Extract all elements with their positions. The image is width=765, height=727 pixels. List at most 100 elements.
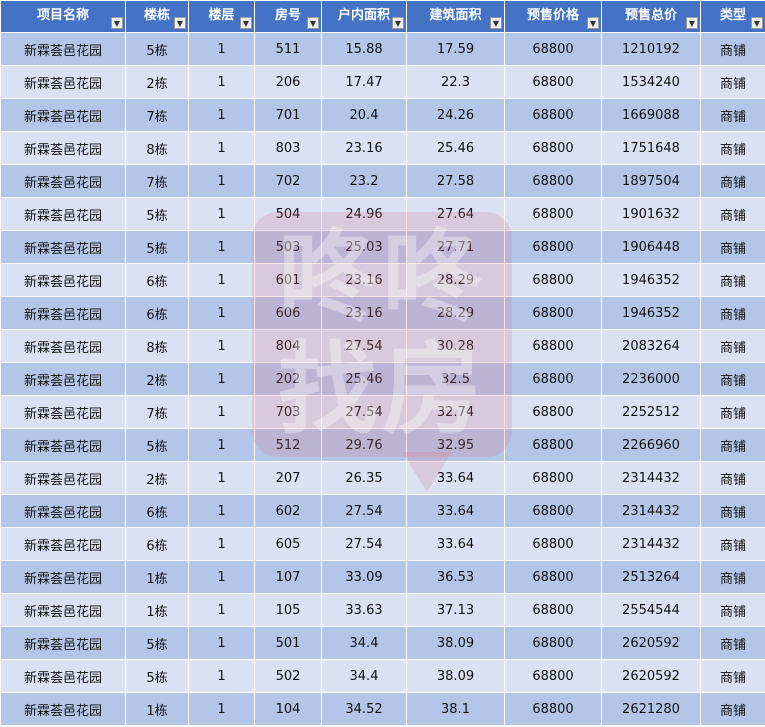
cell-type[interactable]: 商铺 bbox=[700, 494, 765, 528]
cell-project-name[interactable]: 新霖荟邑花园 bbox=[0, 527, 126, 561]
cell-presale-total[interactable]: 2314432 bbox=[601, 527, 701, 561]
cell-presale-price[interactable]: 68800 bbox=[504, 296, 602, 330]
cell-type[interactable]: 商铺 bbox=[700, 131, 765, 165]
cell-building[interactable]: 1栋 bbox=[125, 560, 189, 594]
cell-interior-area[interactable]: 15.88 bbox=[321, 32, 407, 66]
cell-floor[interactable]: 1 bbox=[188, 197, 255, 231]
cell-presale-total[interactable]: 2314432 bbox=[601, 494, 701, 528]
cell-presale-price[interactable]: 68800 bbox=[504, 65, 602, 99]
cell-interior-area[interactable]: 34.52 bbox=[321, 692, 407, 726]
cell-presale-price[interactable]: 68800 bbox=[504, 131, 602, 165]
cell-room-number[interactable]: 206 bbox=[254, 65, 322, 99]
cell-interior-area[interactable]: 25.03 bbox=[321, 230, 407, 264]
cell-room-number[interactable]: 512 bbox=[254, 428, 322, 462]
cell-presale-total[interactable]: 1946352 bbox=[601, 296, 701, 330]
cell-building[interactable]: 2栋 bbox=[125, 362, 189, 396]
cell-room-number[interactable]: 202 bbox=[254, 362, 322, 396]
cell-presale-total[interactable]: 1669088 bbox=[601, 98, 701, 132]
cell-room-number[interactable]: 107 bbox=[254, 560, 322, 594]
cell-floor[interactable]: 1 bbox=[188, 593, 255, 627]
cell-room-number[interactable]: 702 bbox=[254, 164, 322, 198]
cell-room-number[interactable]: 605 bbox=[254, 527, 322, 561]
cell-building[interactable]: 7栋 bbox=[125, 395, 189, 429]
cell-interior-area[interactable]: 25.46 bbox=[321, 362, 407, 396]
cell-type[interactable]: 商铺 bbox=[700, 560, 765, 594]
cell-building-area[interactable]: 25.46 bbox=[406, 131, 505, 165]
cell-floor[interactable]: 1 bbox=[188, 164, 255, 198]
cell-interior-area[interactable]: 23.2 bbox=[321, 164, 407, 198]
cell-project-name[interactable]: 新霖荟邑花园 bbox=[0, 329, 126, 363]
cell-presale-total[interactable]: 1210192 bbox=[601, 32, 701, 66]
cell-floor[interactable]: 1 bbox=[188, 428, 255, 462]
cell-project-name[interactable]: 新霖荟邑花园 bbox=[0, 593, 126, 627]
cell-building[interactable]: 6栋 bbox=[125, 494, 189, 528]
cell-presale-price[interactable]: 68800 bbox=[504, 395, 602, 429]
cell-interior-area[interactable]: 23.16 bbox=[321, 131, 407, 165]
cell-interior-area[interactable]: 34.4 bbox=[321, 659, 407, 693]
cell-project-name[interactable]: 新霖荟邑花园 bbox=[0, 263, 126, 297]
cell-building-area[interactable]: 32.95 bbox=[406, 428, 505, 462]
cell-room-number[interactable]: 503 bbox=[254, 230, 322, 264]
cell-room-number[interactable]: 501 bbox=[254, 626, 322, 660]
cell-project-name[interactable]: 新霖荟邑花园 bbox=[0, 494, 126, 528]
cell-presale-total[interactable]: 2083264 bbox=[601, 329, 701, 363]
cell-project-name[interactable]: 新霖荟邑花园 bbox=[0, 197, 126, 231]
cell-room-number[interactable]: 602 bbox=[254, 494, 322, 528]
cell-room-number[interactable]: 804 bbox=[254, 329, 322, 363]
cell-project-name[interactable]: 新霖荟邑花园 bbox=[0, 560, 126, 594]
cell-presale-price[interactable]: 68800 bbox=[504, 32, 602, 66]
cell-building[interactable]: 5栋 bbox=[125, 626, 189, 660]
cell-building-area[interactable]: 22.3 bbox=[406, 65, 505, 99]
cell-presale-price[interactable]: 68800 bbox=[504, 659, 602, 693]
cell-building[interactable]: 2栋 bbox=[125, 461, 189, 495]
cell-type[interactable]: 商铺 bbox=[700, 65, 765, 99]
cell-presale-total[interactable]: 1901632 bbox=[601, 197, 701, 231]
cell-presale-price[interactable]: 68800 bbox=[504, 626, 602, 660]
filter-dropdown-icon[interactable]: ▼ bbox=[111, 17, 123, 29]
cell-type[interactable]: 商铺 bbox=[700, 98, 765, 132]
cell-building-area[interactable]: 33.64 bbox=[406, 494, 505, 528]
cell-floor[interactable]: 1 bbox=[188, 98, 255, 132]
cell-building-area[interactable]: 38.09 bbox=[406, 659, 505, 693]
cell-presale-price[interactable]: 68800 bbox=[504, 362, 602, 396]
cell-building[interactable]: 1栋 bbox=[125, 692, 189, 726]
cell-presale-price[interactable]: 68800 bbox=[504, 428, 602, 462]
cell-project-name[interactable]: 新霖荟邑花园 bbox=[0, 230, 126, 264]
cell-building[interactable]: 1栋 bbox=[125, 593, 189, 627]
cell-project-name[interactable]: 新霖荟邑花园 bbox=[0, 659, 126, 693]
cell-presale-price[interactable]: 68800 bbox=[504, 494, 602, 528]
cell-floor[interactable]: 1 bbox=[188, 461, 255, 495]
cell-type[interactable]: 商铺 bbox=[700, 428, 765, 462]
filter-dropdown-icon[interactable]: ▼ bbox=[240, 17, 252, 29]
cell-building[interactable]: 2栋 bbox=[125, 65, 189, 99]
cell-project-name[interactable]: 新霖荟邑花园 bbox=[0, 32, 126, 66]
cell-floor[interactable]: 1 bbox=[188, 362, 255, 396]
cell-interior-area[interactable]: 33.09 bbox=[321, 560, 407, 594]
cell-building[interactable]: 5栋 bbox=[125, 428, 189, 462]
cell-interior-area[interactable]: 33.63 bbox=[321, 593, 407, 627]
cell-type[interactable]: 商铺 bbox=[700, 527, 765, 561]
cell-building[interactable]: 5栋 bbox=[125, 197, 189, 231]
cell-type[interactable]: 商铺 bbox=[700, 593, 765, 627]
cell-project-name[interactable]: 新霖荟邑花园 bbox=[0, 428, 126, 462]
cell-room-number[interactable]: 606 bbox=[254, 296, 322, 330]
filter-dropdown-icon[interactable]: ▼ bbox=[174, 17, 186, 29]
cell-presale-total[interactable]: 2314432 bbox=[601, 461, 701, 495]
cell-building-area[interactable]: 27.64 bbox=[406, 197, 505, 231]
cell-presale-total[interactable]: 1906448 bbox=[601, 230, 701, 264]
cell-presale-price[interactable]: 68800 bbox=[504, 98, 602, 132]
cell-interior-area[interactable]: 17.47 bbox=[321, 65, 407, 99]
cell-project-name[interactable]: 新霖荟邑花园 bbox=[0, 395, 126, 429]
cell-presale-price[interactable]: 68800 bbox=[504, 263, 602, 297]
cell-project-name[interactable]: 新霖荟邑花园 bbox=[0, 296, 126, 330]
cell-type[interactable]: 商铺 bbox=[700, 164, 765, 198]
filter-dropdown-icon[interactable]: ▼ bbox=[490, 17, 502, 29]
cell-presale-total[interactable]: 2620592 bbox=[601, 626, 701, 660]
filter-dropdown-icon[interactable]: ▼ bbox=[392, 17, 404, 29]
cell-room-number[interactable]: 601 bbox=[254, 263, 322, 297]
cell-type[interactable]: 商铺 bbox=[700, 461, 765, 495]
cell-interior-area[interactable]: 27.54 bbox=[321, 494, 407, 528]
cell-building-area[interactable]: 28.29 bbox=[406, 263, 505, 297]
cell-building[interactable]: 8栋 bbox=[125, 131, 189, 165]
filter-dropdown-icon[interactable]: ▼ bbox=[587, 17, 599, 29]
